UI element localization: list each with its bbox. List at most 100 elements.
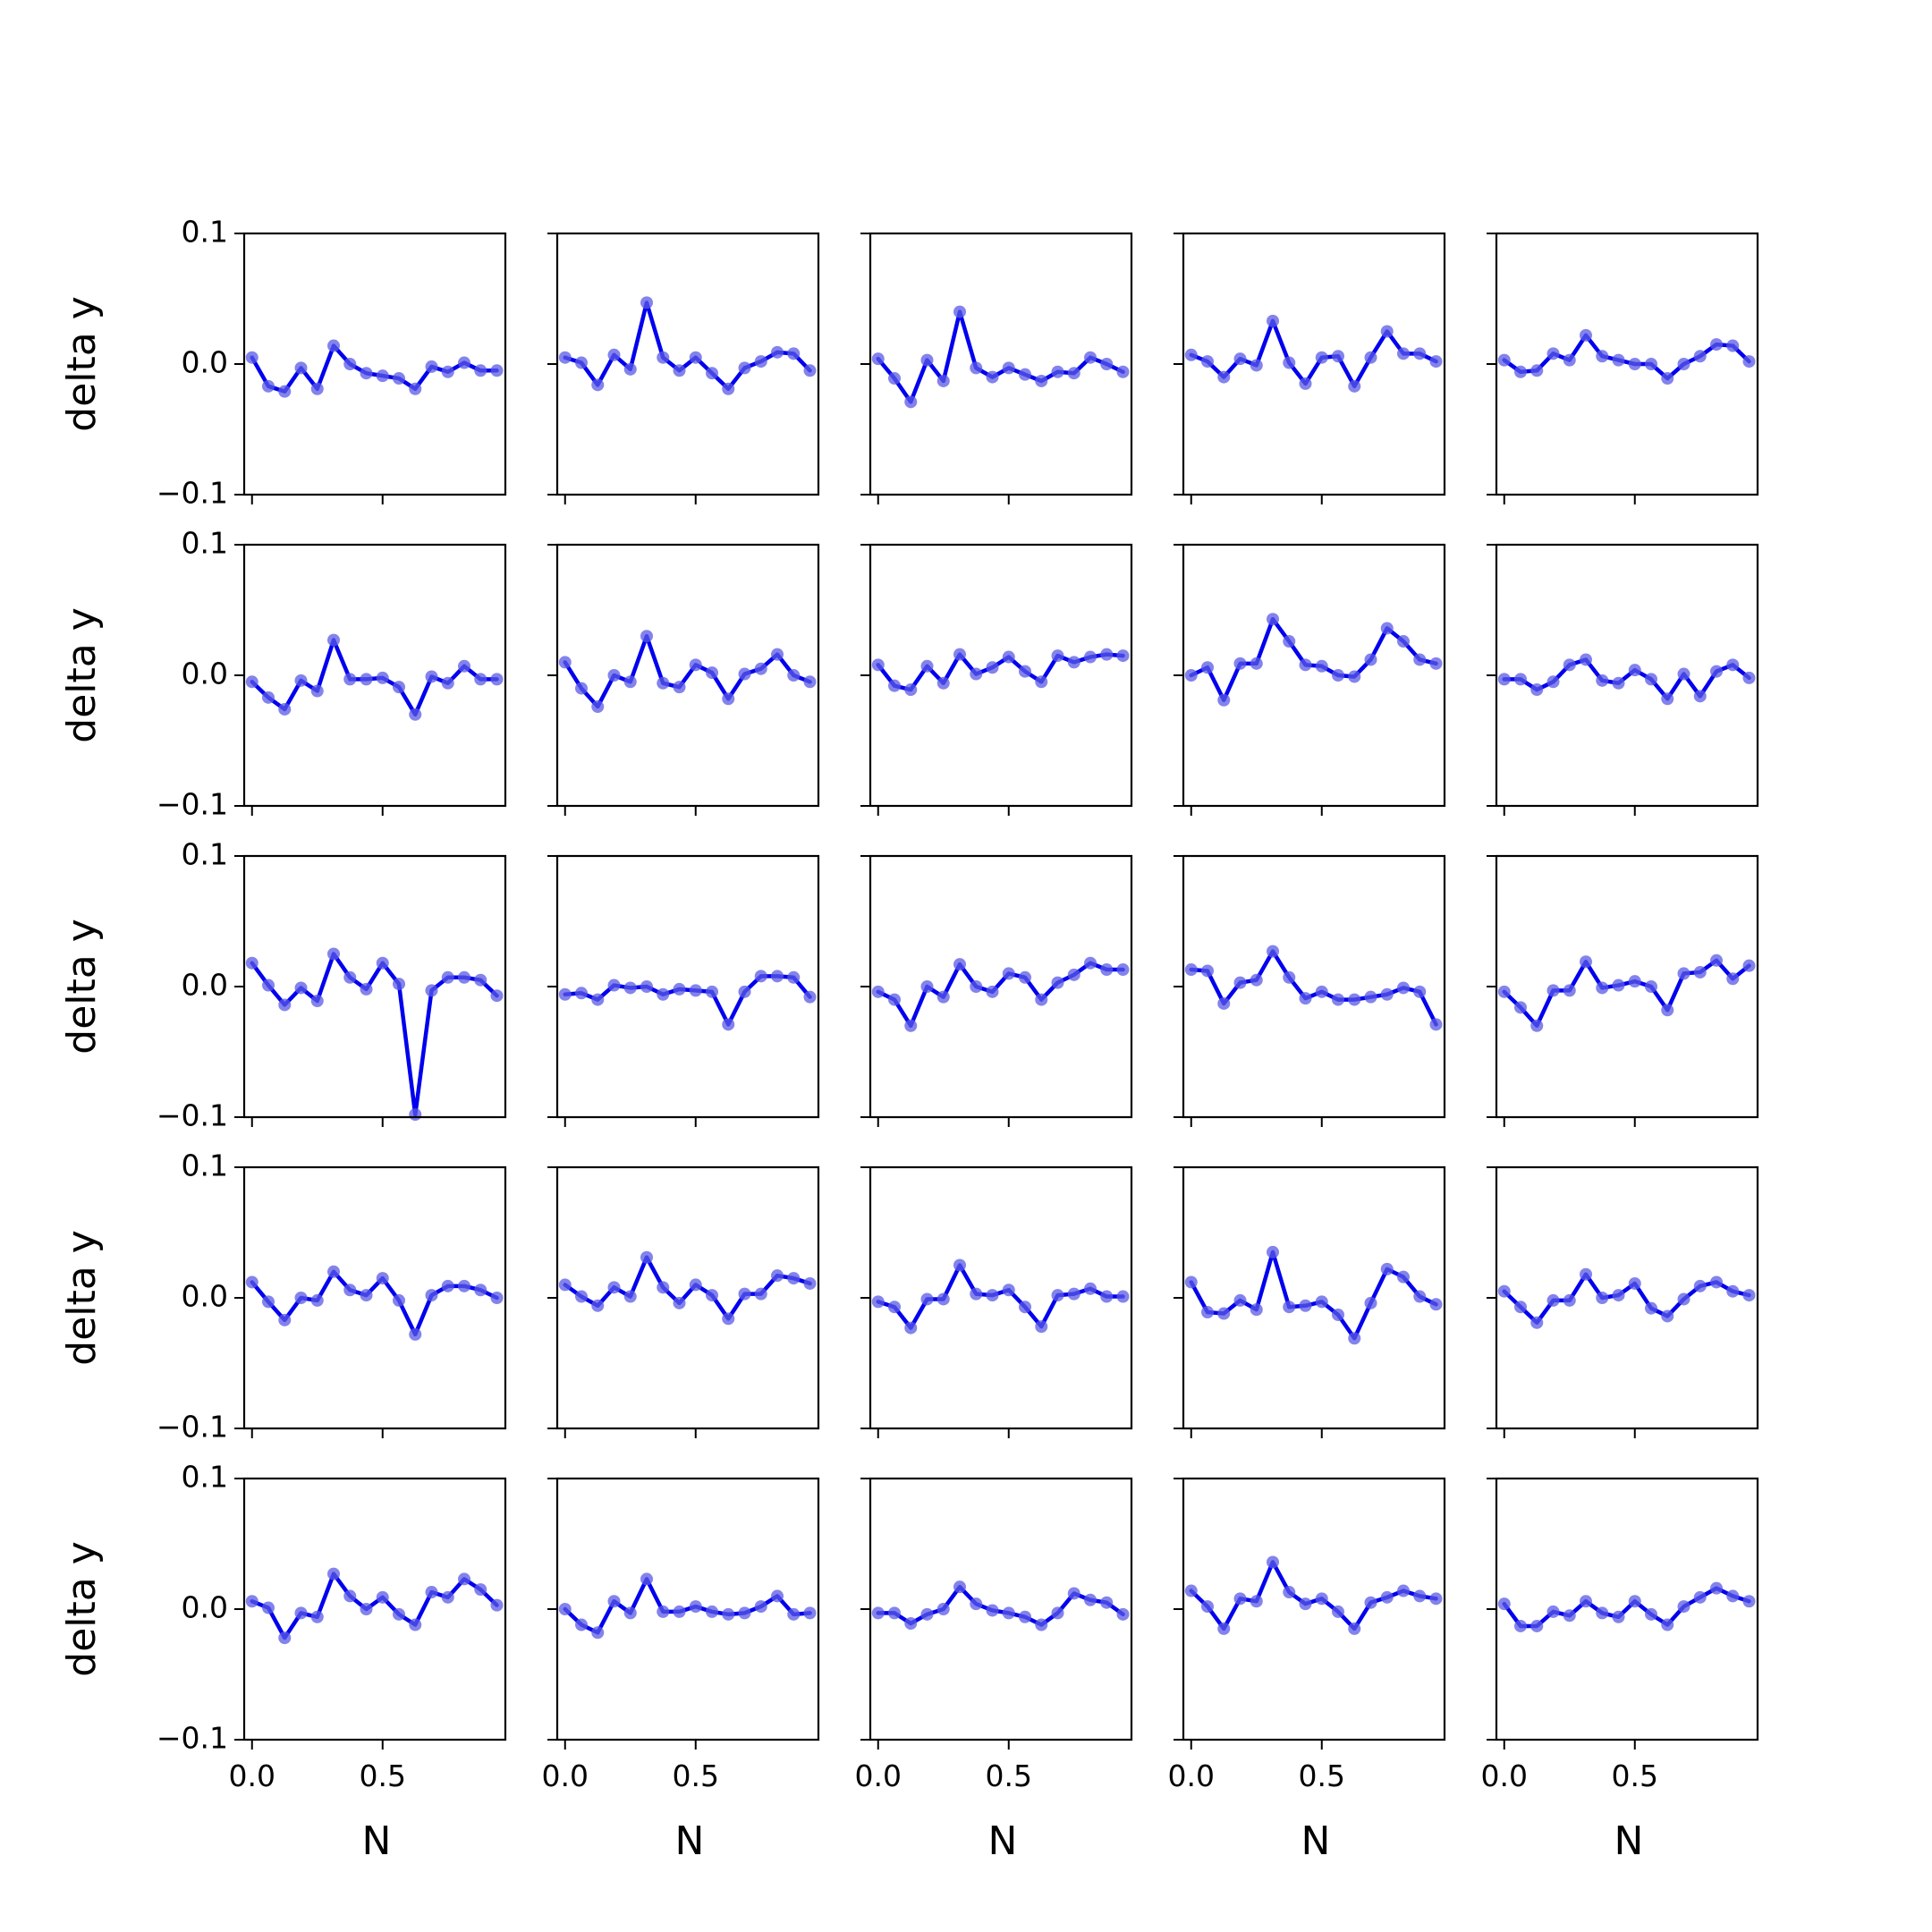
data-point (787, 1272, 801, 1285)
x-axis-label: N (675, 1818, 705, 1864)
data-point (1429, 1592, 1443, 1606)
data-point (1348, 1622, 1361, 1635)
data-point (803, 364, 817, 377)
series-group (1184, 1555, 1443, 1635)
subplot-r2-c5 (1487, 543, 1759, 816)
data-point (441, 1279, 454, 1292)
data-point (1612, 979, 1625, 992)
data-point (393, 372, 406, 386)
data-point (1580, 653, 1593, 666)
data-point (623, 675, 637, 689)
data-point (673, 982, 686, 996)
data-point (441, 970, 454, 984)
data-point (1563, 1293, 1576, 1307)
data-point (1250, 359, 1263, 372)
series-group (558, 970, 817, 1031)
data-point (245, 956, 258, 970)
data-point (360, 673, 373, 686)
data-point (1693, 1279, 1707, 1292)
y-tick-label: 0.1 (182, 526, 228, 561)
data-point (327, 339, 341, 352)
series-group (871, 648, 1130, 697)
data-point (1217, 370, 1231, 384)
data-point (689, 1600, 702, 1614)
data-point (458, 1572, 471, 1586)
data-point (1217, 1307, 1231, 1320)
data-point (425, 1586, 438, 1599)
data-point (1726, 1284, 1740, 1298)
data-point (490, 1598, 504, 1612)
data-point (722, 1018, 735, 1031)
data-point (1299, 658, 1312, 672)
data-point (1184, 669, 1198, 682)
data-point (1116, 963, 1130, 977)
x-axis-label: N (1301, 1818, 1331, 1864)
series-group (245, 339, 504, 398)
x-axis-label: N (988, 1818, 1018, 1864)
data-point (1429, 1298, 1443, 1311)
data-point (327, 1567, 341, 1580)
data-point (970, 1287, 983, 1301)
data-point (607, 348, 621, 361)
data-point (607, 1281, 621, 1294)
data-point (1612, 1289, 1625, 1302)
data-point (640, 980, 654, 993)
data-point (441, 365, 454, 378)
data-point (1201, 355, 1215, 369)
data-point (1201, 1306, 1215, 1319)
data-point (1299, 1597, 1312, 1611)
data-point (1726, 339, 1740, 352)
data-point (425, 360, 438, 373)
data-point (458, 1279, 471, 1292)
data-point (1315, 985, 1328, 998)
data-point (1116, 365, 1130, 378)
data-point (1299, 992, 1312, 1005)
data-point (1233, 657, 1247, 670)
data-point (986, 370, 999, 384)
data-point (441, 1590, 454, 1604)
data-point (1364, 351, 1377, 364)
data-point (1710, 953, 1724, 967)
data-point (722, 692, 735, 706)
series-group (1497, 653, 1756, 706)
data-point (262, 379, 275, 393)
data-point (376, 956, 389, 970)
data-point (393, 681, 406, 694)
data-point (1380, 325, 1394, 338)
data-point (803, 675, 817, 689)
data-point (425, 670, 438, 683)
data-point (1530, 364, 1544, 377)
series-line (563, 301, 812, 391)
data-point (1546, 1605, 1560, 1618)
data-point (706, 367, 719, 380)
data-point (310, 1610, 324, 1623)
data-point (376, 671, 389, 684)
data-point (1380, 622, 1394, 635)
data-point (1710, 338, 1724, 352)
data-point (953, 1580, 967, 1594)
data-point (888, 993, 902, 1006)
data-point (1380, 1262, 1394, 1275)
data-point (920, 1607, 934, 1621)
data-point (1051, 365, 1064, 378)
data-point (904, 1019, 918, 1032)
y-axis-label: delta y (59, 919, 105, 1054)
data-point (558, 656, 572, 669)
data-point (1364, 1596, 1377, 1609)
data-point (1514, 673, 1528, 686)
data-point (1100, 1596, 1114, 1609)
data-point (1019, 665, 1032, 678)
data-point (1661, 1618, 1674, 1631)
data-point (1413, 1589, 1427, 1603)
data-point (1497, 985, 1511, 998)
data-point (294, 674, 308, 687)
data-point (623, 1606, 637, 1620)
data-point (1348, 993, 1361, 1006)
data-point (262, 691, 275, 704)
data-point (689, 351, 702, 364)
data-point (1677, 667, 1690, 681)
y-tick-label: −0.1 (157, 787, 228, 822)
data-point (1497, 353, 1511, 367)
data-point (623, 362, 637, 376)
